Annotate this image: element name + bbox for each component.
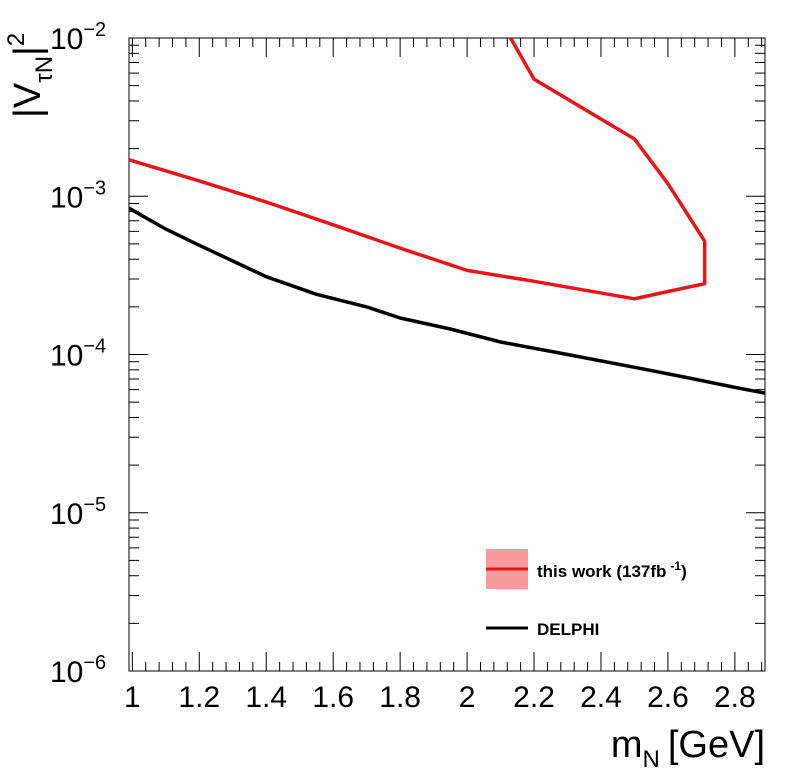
y-axis-title-bar: | [7, 46, 49, 56]
y-tick-exponent: −4 [83, 336, 106, 358]
y-tick-base: 10 [50, 656, 83, 689]
y-axis-title: |VτN|2 [3, 33, 58, 118]
y-tick-label: 10−2 [50, 19, 106, 56]
x-axis-title-subscript: N [643, 746, 660, 772]
y-tick-label: 10−5 [50, 494, 106, 531]
x-tick-label: 2.6 [647, 681, 689, 714]
x-tick-label: 2.4 [580, 681, 622, 714]
x-tick-label: 1.2 [178, 681, 220, 714]
x-tick-label: 1 [124, 681, 141, 714]
y-tick-label: 10−4 [50, 336, 106, 373]
delphi-limit-curve [129, 206, 765, 395]
y-tick-label: 10−6 [50, 652, 106, 689]
plot-frame [128, 37, 766, 672]
x-axis-title: mN [GeV] [611, 724, 765, 772]
y-tick-exponent: −3 [83, 177, 106, 199]
legend-this-work-superscript: -1 [670, 559, 681, 573]
y-tick-label: 10−3 [50, 177, 106, 214]
x-axis-title-unit: [GeV] [668, 724, 765, 766]
y-tick-base: 10 [50, 23, 83, 56]
y-axis-title-subscript: τN [31, 56, 58, 83]
y-tick-base: 10 [50, 181, 83, 214]
y-tick-base: 10 [50, 340, 83, 373]
legend-delphi-label: DELPHI [537, 620, 599, 639]
x-axis-title-main: m [611, 724, 643, 766]
x-tick-label: 2 [459, 681, 476, 714]
x-tick-label: 1.4 [245, 681, 287, 714]
x-tick-label: 2.2 [513, 681, 555, 714]
y-tick-base: 10 [50, 498, 83, 531]
y-axis-title-main: |V [7, 82, 49, 118]
legend-this-work-close: ) [681, 562, 687, 581]
x-tick-label: 2.8 [714, 681, 756, 714]
y-tick-exponent: −5 [83, 494, 106, 516]
y-axis-title-superscript: 2 [3, 33, 30, 46]
legend-this-work-name: this work (137fb [537, 562, 666, 581]
legend-this-work-label: this work (137fb -1) [537, 559, 687, 581]
x-tick-label: 1.6 [312, 681, 354, 714]
y-tick-exponent: −6 [83, 652, 106, 674]
x-tick-label: 1.8 [379, 681, 421, 714]
this-work-limit-curve [129, 38, 707, 301]
y-tick-exponent: −2 [83, 19, 106, 41]
